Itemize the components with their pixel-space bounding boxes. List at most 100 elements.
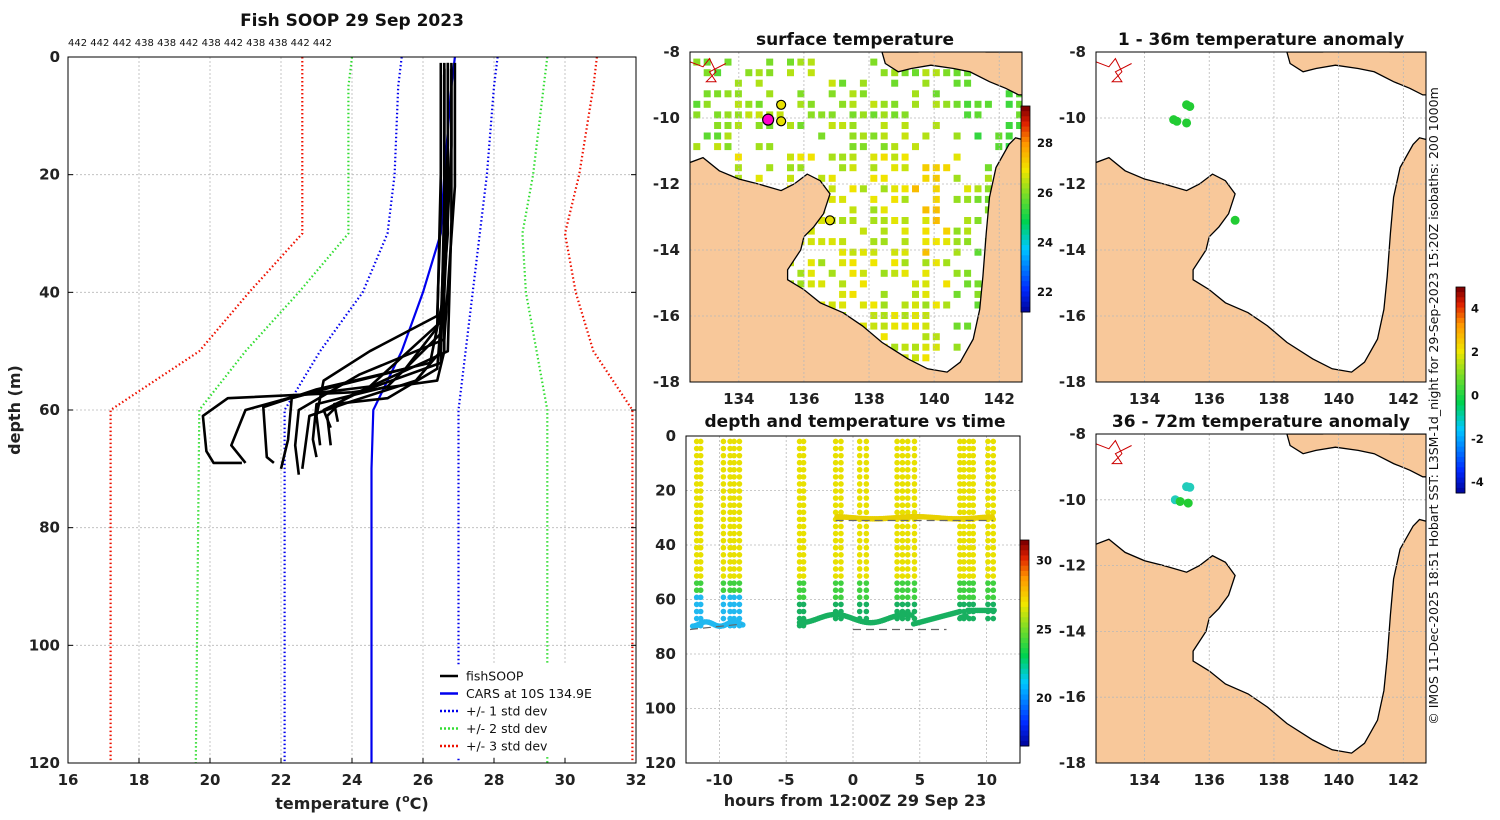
tow-point: [736, 466, 743, 473]
tow-point: [832, 502, 839, 509]
sst-cell: [870, 259, 878, 267]
colorbar-cell: [1456, 436, 1465, 442]
sst-cell: [901, 301, 909, 309]
tow-point: [957, 438, 963, 445]
tow-point: [970, 466, 977, 473]
colorbar-cell: [1020, 617, 1029, 623]
tow-point: [856, 573, 863, 579]
y-tick-label: -18: [1059, 754, 1086, 772]
series-line: [457, 57, 499, 763]
tow-point: [796, 488, 803, 494]
tow-point: [697, 608, 704, 615]
tow-point: [990, 495, 997, 501]
tow-point: [720, 552, 727, 558]
anomaly-1-land: [1096, 137, 1426, 382]
tow-point: [863, 459, 870, 466]
tow-point: [957, 530, 963, 537]
colorbar-cell: [1021, 147, 1030, 153]
colorbar-cell: [1021, 229, 1030, 236]
colorbar-cell: [1456, 328, 1465, 334]
tow-point: [800, 523, 807, 530]
colorbar-cell: [1456, 323, 1465, 329]
sst-cell: [714, 122, 722, 129]
sst-cell: [693, 100, 701, 108]
sst-cell: [807, 100, 815, 108]
colorbar-cell: [1456, 338, 1465, 345]
sst-cell: [964, 69, 972, 77]
sst-cell: [964, 238, 972, 246]
colorbar-tick-label: 25: [1036, 622, 1052, 636]
sst-cell: [849, 132, 857, 140]
tow-point: [796, 601, 803, 608]
sst-cell: [891, 259, 899, 267]
anomaly-2-land: [1096, 518, 1426, 763]
tow-point: [911, 552, 918, 558]
tow-point: [911, 495, 918, 501]
tow-point: [856, 552, 863, 558]
colorbar-cell: [1456, 343, 1465, 350]
tow-point: [832, 587, 839, 594]
tow-point: [736, 509, 743, 516]
sst-cell: [974, 301, 982, 309]
sst-cell: [984, 195, 992, 203]
tow-point: [736, 530, 743, 537]
tow-point: [966, 566, 973, 572]
tow-point: [838, 445, 844, 452]
tow-point: [838, 537, 844, 544]
colorbar-frame: [1019, 539, 1030, 747]
tow-point: [863, 523, 870, 530]
sst-map-panel: surface temperature 134 136 138 140 142 -8 -10…: [653, 30, 1053, 408]
colorbar-cell: [1020, 570, 1029, 577]
tow-point: [911, 544, 918, 551]
tow-point: [720, 608, 727, 615]
tow-point: [838, 452, 844, 459]
tow-point: [970, 459, 977, 466]
sst-cell: [922, 301, 930, 309]
tow-point: [911, 509, 918, 516]
tow-point: [731, 438, 737, 445]
anomaly-2-cape-york: [1286, 434, 1426, 478]
colorbar-cell: [1020, 735, 1029, 742]
tow-point: [904, 587, 911, 594]
colorbar-tick-label: 26: [1037, 186, 1053, 200]
sst-cell: [828, 79, 836, 87]
tow-point: [957, 502, 963, 509]
tow-point: [856, 509, 863, 516]
sst-cell: [724, 111, 732, 119]
sst-cell: [849, 290, 857, 298]
sst-cell: [932, 90, 940, 98]
tow-point: [957, 594, 963, 601]
tow-point: [894, 495, 900, 501]
tow-point: [970, 474, 977, 480]
sst-cell: [693, 58, 701, 66]
anomaly-point: [1182, 118, 1192, 128]
y-tick-label: -12: [1059, 557, 1086, 575]
colorbar-cell: [1020, 694, 1029, 701]
tow-point: [904, 438, 911, 445]
tow-point: [990, 488, 997, 494]
sst-cell: [870, 58, 878, 66]
tow-point: [985, 615, 991, 622]
y-tick-label: 100: [645, 700, 676, 718]
tow-point: [985, 445, 991, 452]
tow-point: [796, 516, 803, 523]
tow-point: [957, 544, 963, 551]
x-tick-label: 136: [1194, 771, 1225, 789]
sst-cell: [984, 100, 992, 108]
tow-point: [990, 566, 997, 572]
x-tick-label: 10: [976, 771, 997, 789]
tow-point: [796, 495, 803, 501]
sst-cell: [703, 100, 711, 108]
tow-point: [736, 474, 743, 480]
tow-point: [863, 552, 870, 558]
tow-point: [899, 445, 906, 452]
sst-cell: [953, 322, 961, 330]
anomaly-1-title: 1 - 36m temperature anomaly: [1118, 30, 1404, 50]
sst-cell: [734, 164, 742, 172]
tow-point: [693, 474, 700, 480]
colorbar-cell: [1456, 307, 1465, 314]
sst-cell: [891, 143, 899, 151]
sst-cell: [755, 69, 763, 77]
tow-point: [894, 474, 900, 480]
